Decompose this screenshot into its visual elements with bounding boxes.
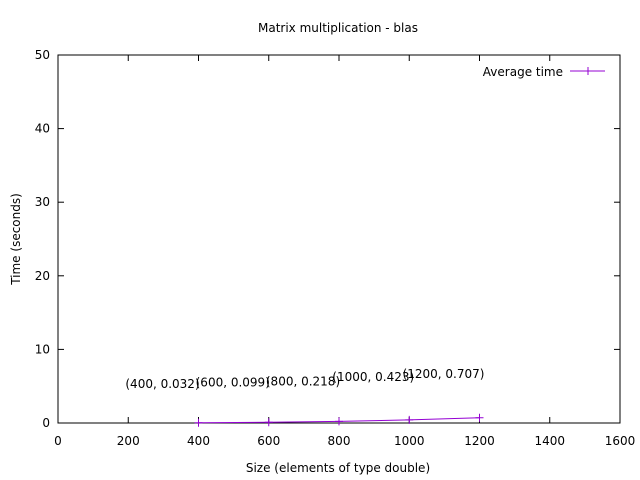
data-point [475,413,484,422]
y-tick-label: 40 [35,122,50,136]
y-tick-label: 50 [35,48,50,62]
data-point [405,415,414,424]
y-axis: 0 10 20 30 40 50 [35,48,620,430]
y-tick-label: 10 [35,342,50,356]
data-point [264,418,273,427]
x-tick-label: 400 [187,434,210,448]
series-group [194,413,484,427]
data-label: (400, 0.032) [125,377,199,391]
x-tick-label: 600 [257,434,280,448]
x-tick-label: 800 [328,434,351,448]
annotations-group: (400, 0.032)(600, 0.099)(800, 0.218)(100… [125,367,484,391]
x-axis-label: Size (elements of type double) [246,461,430,475]
y-tick-label: 20 [35,269,50,283]
data-point [335,417,343,426]
data-point [194,418,203,427]
chart-title: Matrix multiplication - blas [258,21,418,35]
x-tick-label: 1600 [605,434,636,448]
data-label: (600, 0.099) [196,375,270,389]
y-tick-label: 30 [35,195,50,209]
y-axis-label: Time (seconds) [9,193,23,286]
x-tick-label: 0 [54,434,62,448]
data-label: (1000, 0.423) [332,370,414,384]
x-tick-label: 1000 [394,434,425,448]
x-tick-label: 200 [117,434,140,448]
legend: Average time [483,65,605,79]
y-tick-label: 0 [42,416,50,430]
x-tick-label: 1200 [464,434,495,448]
x-axis: 0 200 400 600 800 1000 1200 1400 1600 [54,55,635,448]
data-label: (800, 0.218) [266,374,340,388]
legend-label-average-time: Average time [483,65,563,79]
legend-marker-average-time [584,67,592,75]
plot-border [57,54,621,424]
data-label: (1200, 0.707) [403,367,485,381]
x-tick-label: 1400 [534,434,565,448]
